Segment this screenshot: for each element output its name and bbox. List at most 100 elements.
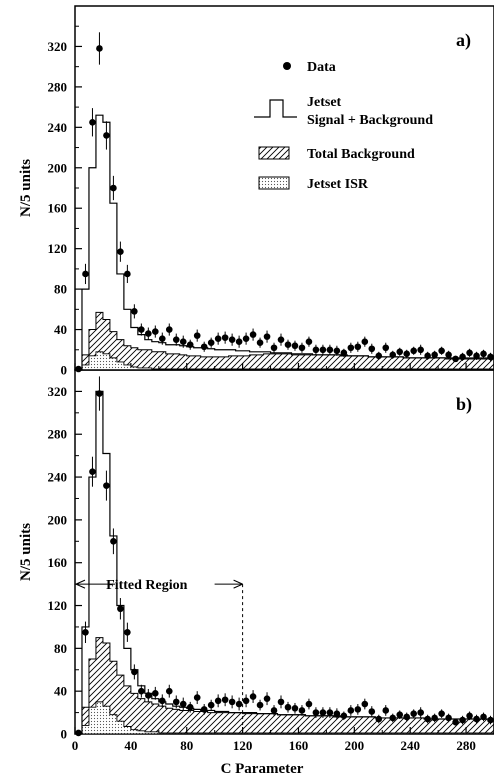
panel-a-y-axis: 0 40 80 120 160 200 240 280 320 — [48, 25, 494, 378]
panel-a-data-point — [193, 332, 201, 339]
panel-b-data-point — [145, 692, 152, 699]
panel-a-y-tick-label: 200 — [48, 160, 68, 175]
panel-a-data-point — [263, 333, 271, 340]
panel-b-data-point — [117, 605, 124, 613]
panel-a-data-point — [347, 344, 355, 352]
panel-b-data-point — [424, 715, 431, 723]
panel-b-data-point — [256, 701, 264, 709]
panel-b-x-tick-label: 200 — [345, 738, 365, 753]
panel-b-ylabel: N/5 units — [18, 523, 34, 581]
panel-a-data-point — [110, 184, 117, 192]
panel-a-data-point — [389, 351, 397, 359]
panel-a-label: a) — [456, 30, 471, 51]
panel-b-y-tick-label: 240 — [48, 470, 68, 485]
panel-a-data-point — [158, 335, 166, 342]
panel-b-y-tick-label: 160 — [48, 555, 68, 570]
panel-b-data-point — [410, 710, 417, 717]
panel-b-data-point — [452, 718, 459, 726]
panel-a-data-point — [403, 350, 411, 358]
panel-b-data-point — [179, 700, 187, 708]
panel-a-y-tick-label: 120 — [48, 241, 68, 256]
panel-a-data-point — [445, 351, 452, 359]
panel-a-y-tick-label: 0 — [61, 363, 68, 378]
panel-b: 0 40 80 120 160 200 240 280 320 0 40 80 120 160 200 240… — [18, 369, 494, 777]
panel-b-data-point — [186, 703, 194, 711]
fitted-region-label: Fitted Region — [106, 578, 187, 593]
panel-a-data-point — [410, 347, 417, 355]
fitted-region-annotation: Fitted Region — [75, 578, 244, 734]
panel-a-data-point — [256, 339, 264, 347]
panel-a-data-point — [179, 338, 187, 345]
panel-a-data-point — [452, 355, 459, 363]
panel-a-data-point — [466, 349, 473, 357]
panel-a-data-point — [228, 336, 236, 343]
panel-b-data-point — [473, 715, 480, 723]
panel-a-data-point — [487, 353, 494, 361]
panel-a-data-point — [431, 351, 438, 359]
panel-b-y-tick-label: 120 — [48, 598, 68, 613]
panel-a-data-point — [312, 346, 320, 354]
panel-a-y-tick-label: 40 — [54, 322, 67, 337]
panel-b-data-point — [131, 668, 138, 676]
panel-a-data-point — [221, 334, 229, 341]
panel-b-x-tick-label: 40 — [124, 738, 137, 753]
panel-b-jetset-signal-background-hist — [81, 390, 494, 734]
panel-b-data-point — [403, 713, 411, 721]
panel-a-data-point — [103, 132, 110, 139]
panel-a-data-point — [152, 328, 159, 335]
panel-b-data-point — [284, 703, 292, 711]
legend-isr-label: Jetset ISR — [307, 177, 369, 192]
panel-a-data-point — [249, 331, 257, 338]
panel-b-data-point — [110, 537, 117, 545]
panel-a-y-tick-label: 240 — [48, 120, 68, 135]
panel-b-data-point — [396, 711, 404, 719]
panel-a-data-point — [375, 352, 383, 360]
panel-b-data-point — [438, 710, 445, 717]
panel-b-data-point — [221, 696, 229, 704]
legend-background-swatch — [258, 146, 290, 160]
panel-a-data-point — [82, 270, 89, 278]
legend-data-label: Data — [307, 60, 336, 75]
panel-a-ylabel: N/5 units — [18, 159, 34, 217]
panel-b-data-point — [242, 697, 250, 705]
panel-a-data-point — [480, 350, 487, 358]
panel-a-data-point — [75, 365, 82, 373]
panel-a-data-point — [131, 308, 138, 315]
panel-b-data-point — [249, 693, 257, 700]
legend-jetset-label-line: Signal + Background — [307, 113, 433, 128]
legend-jetset-label-line: Jetset — [307, 95, 342, 110]
panel-b-y-tick-label: 280 — [48, 427, 68, 442]
panel-b-data-point — [277, 698, 285, 706]
panel-a-y-tick-label: 160 — [48, 201, 68, 216]
panel-b-data-point — [158, 697, 166, 705]
panel-b-data-point — [305, 700, 313, 708]
panel-a-data-point — [124, 270, 131, 278]
panel-b-y-tick-label: 320 — [48, 384, 68, 399]
panel-a-plot-area — [75, 32, 494, 373]
panel-b-data-point — [445, 714, 452, 722]
panel-a-data-point — [333, 347, 341, 355]
legend-jetset-step-icon — [254, 99, 297, 118]
panel-b-data-point — [389, 714, 397, 722]
panel-b-x-tick-label: 120 — [233, 738, 253, 753]
panel-b-data-point — [263, 695, 271, 702]
panel-a-y-tick-label: 280 — [48, 79, 68, 94]
panel-a-data-point — [277, 336, 285, 343]
panel-b-x-tick-label: 280 — [456, 738, 476, 753]
panel-b-x-tick-label: 160 — [289, 738, 309, 753]
panel-b-data-point — [466, 712, 473, 720]
panel-a-jetset-isr-hist — [81, 351, 494, 371]
legend-background-label: Total Background — [307, 147, 415, 162]
panel-a-data-point — [396, 348, 404, 356]
panel-a: 0 40 80 120 160 200 240 280 320 a) N/5 units Dat… — [18, 5, 494, 378]
panel-a-data-point — [326, 346, 334, 354]
panel-b-data-point — [82, 628, 89, 636]
panel-b-jetset-isr-hist — [81, 701, 494, 735]
panel-b-data-point — [368, 708, 376, 715]
panel-a-data-point — [270, 344, 278, 352]
panel-b-data-point — [270, 707, 278, 714]
panel-b-y-tick-label: 40 — [54, 684, 67, 699]
panel-b-plot-area — [75, 376, 494, 737]
panel-a-data-point — [117, 248, 124, 255]
panel-a-data-point — [96, 45, 103, 52]
